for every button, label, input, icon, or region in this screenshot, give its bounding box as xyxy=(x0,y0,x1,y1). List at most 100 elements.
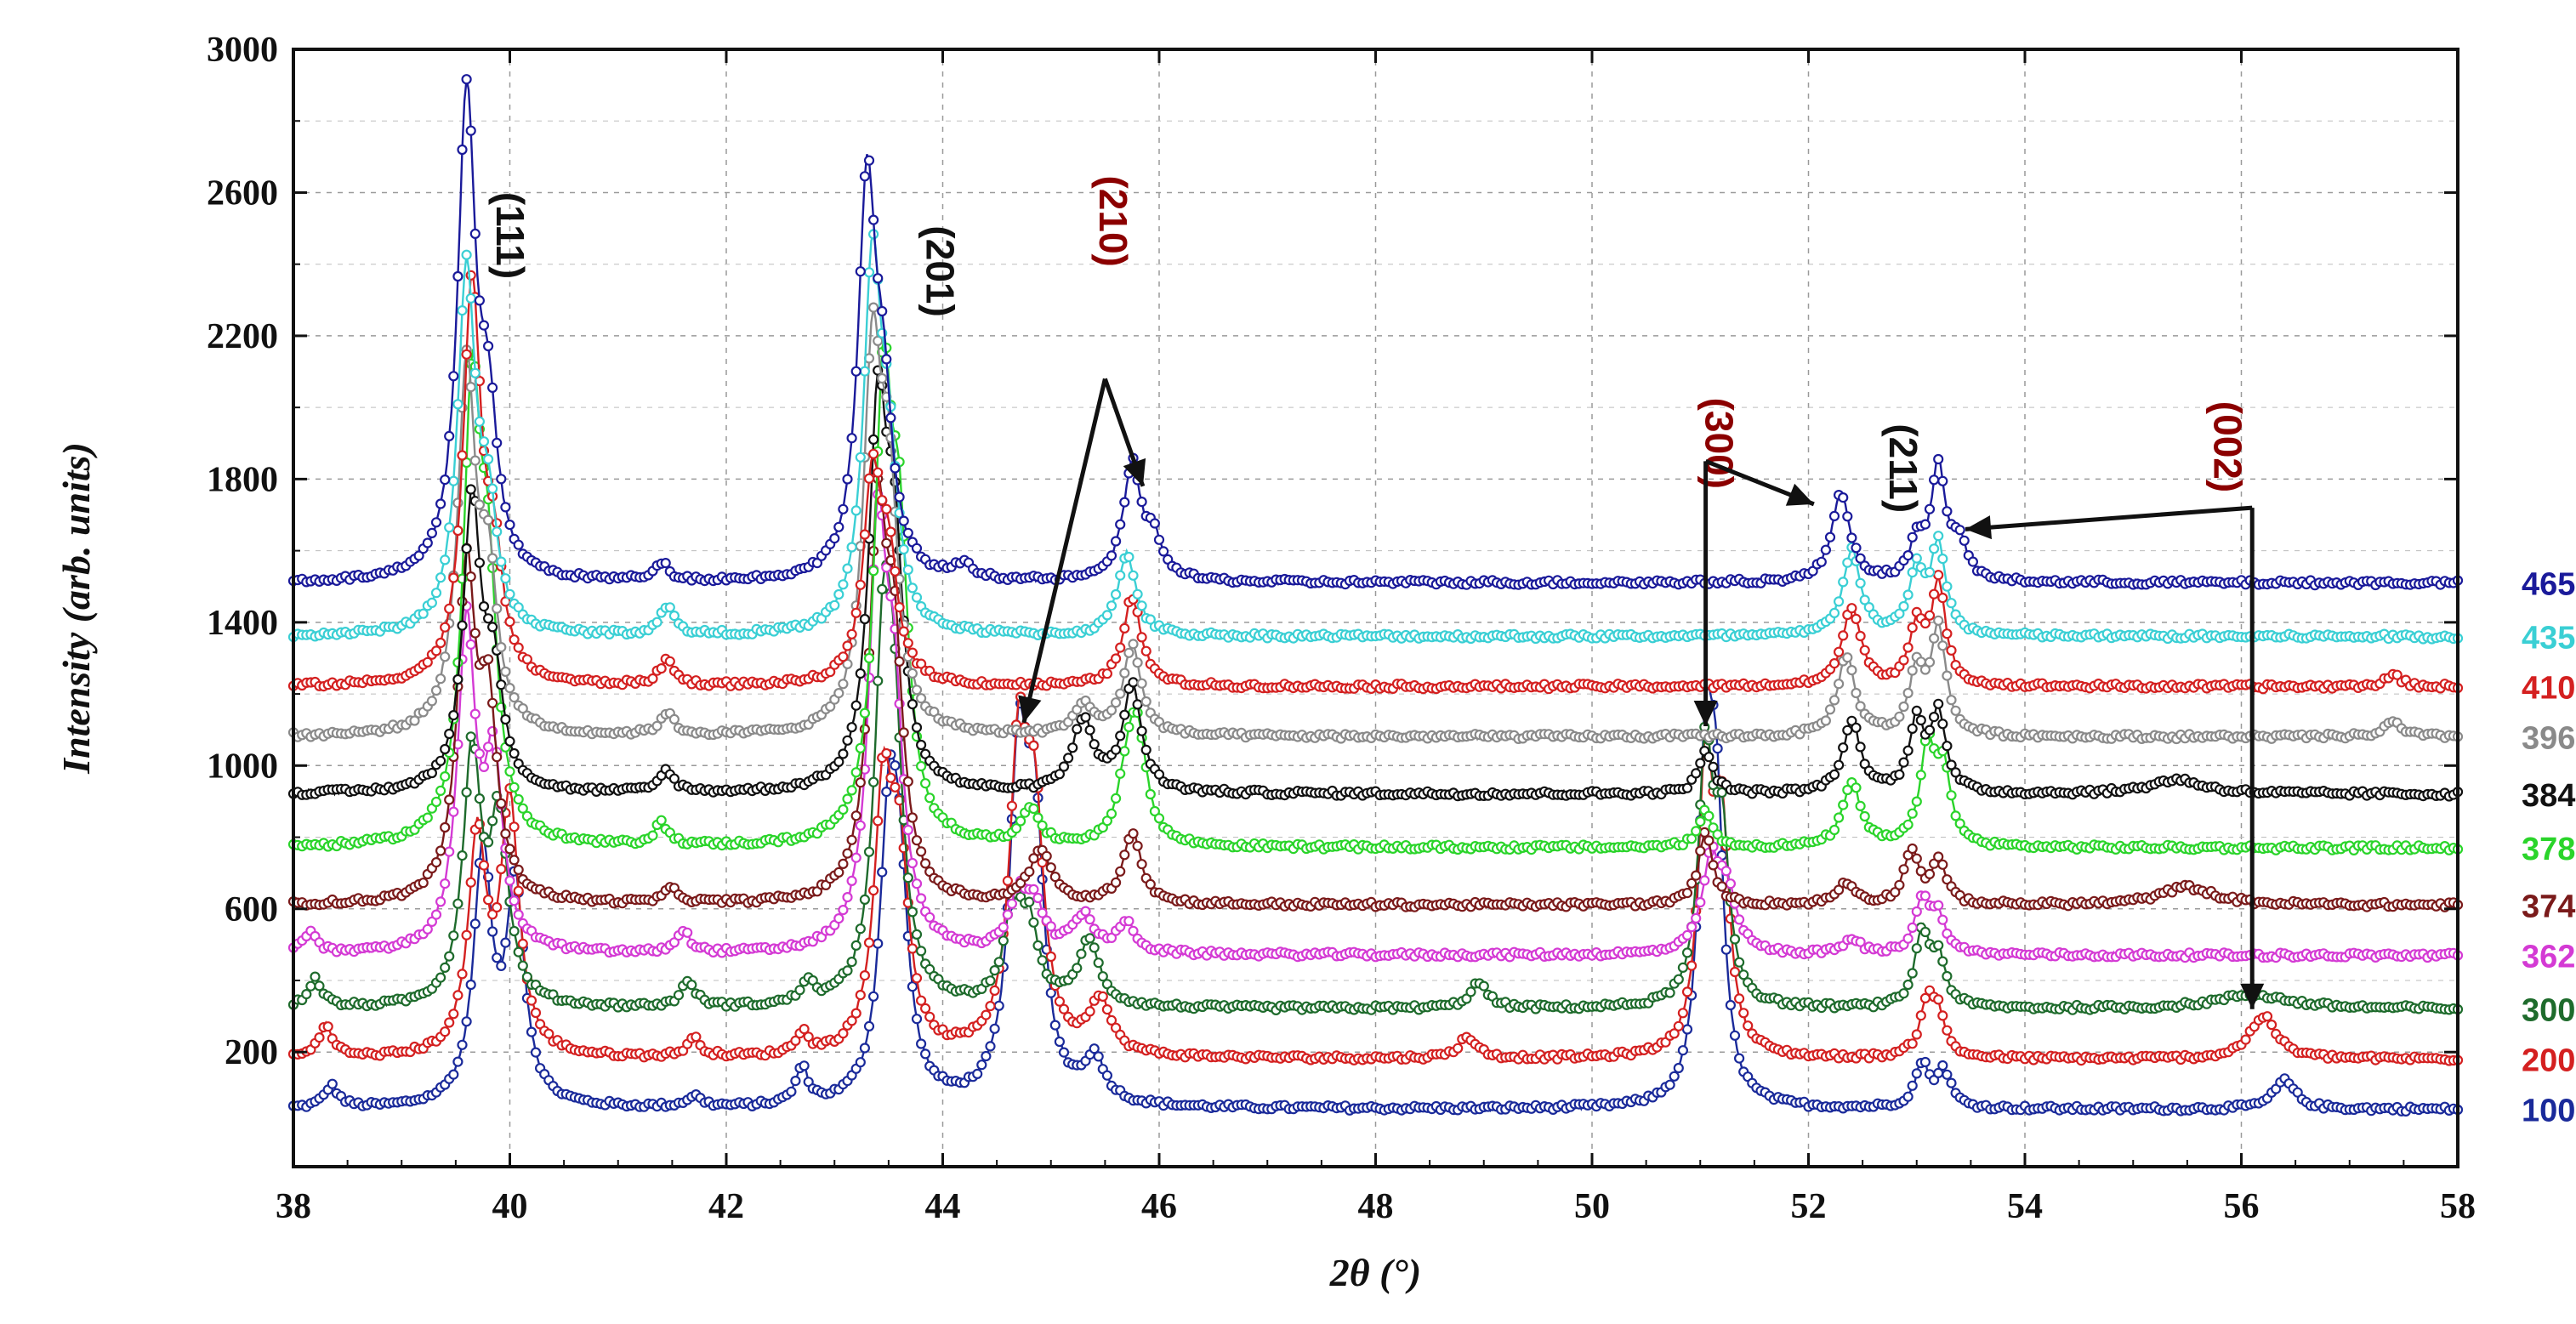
series-marker-396 xyxy=(1824,704,1836,715)
series-marker-378 xyxy=(1834,812,1845,823)
series-marker-435 xyxy=(1123,551,1134,563)
series-marker-362 xyxy=(513,909,524,920)
series-marker-396 xyxy=(1902,687,1914,699)
series-marker-200 xyxy=(448,1009,459,1020)
series-marker-410 xyxy=(1929,588,1940,599)
series-marker-300 xyxy=(1465,986,1476,997)
series-marker-410 xyxy=(1924,610,1936,621)
series-marker-410 xyxy=(907,647,918,658)
series-marker-374 xyxy=(1716,881,1727,892)
series-marker-200 xyxy=(482,895,494,906)
series-marker-384 xyxy=(1691,768,1702,779)
series-marker-374 xyxy=(504,844,515,855)
series-marker-362 xyxy=(838,904,849,916)
series-marker-378 xyxy=(656,815,667,826)
series-marker-374 xyxy=(1045,862,1056,873)
series-marker-300 xyxy=(314,980,325,992)
series-marker-374 xyxy=(1699,827,1710,838)
series-marker-300 xyxy=(863,846,875,857)
series-marker-410 xyxy=(1946,645,1957,656)
series-marker-435 xyxy=(859,366,871,377)
series-marker-378 xyxy=(859,707,871,719)
series-marker-396 xyxy=(911,685,923,696)
series-marker-100 xyxy=(867,991,879,1002)
series-marker-200 xyxy=(1738,1008,1749,1019)
series-marker-435 xyxy=(1828,607,1840,619)
series-marker-100 xyxy=(1037,873,1048,885)
series-marker-374 xyxy=(435,845,446,856)
series-200 xyxy=(287,691,2464,1066)
series-marker-100 xyxy=(530,1047,542,1058)
series-marker-384 xyxy=(444,728,455,740)
series-marker-435 xyxy=(478,436,490,447)
series-marker-362 xyxy=(1006,898,1018,909)
series-marker-300 xyxy=(1673,974,1684,985)
series-marker-410 xyxy=(1942,628,1953,639)
series-marker-378 xyxy=(422,812,433,823)
series-marker-200 xyxy=(1743,1020,1754,1031)
series-marker-435 xyxy=(651,617,662,628)
series-marker-396 xyxy=(435,673,446,685)
series-marker-378 xyxy=(1028,803,1039,815)
series-marker-362 xyxy=(482,742,494,753)
series-marker-100 xyxy=(1093,1051,1104,1062)
series-marker-300 xyxy=(1898,988,1909,999)
series-marker-200 xyxy=(924,1011,935,1022)
series-marker-384 xyxy=(1911,705,1922,717)
series-marker-384 xyxy=(1067,742,1078,753)
series-marker-410 xyxy=(1110,653,1122,664)
series-marker-200 xyxy=(1729,966,1741,978)
series-marker-435 xyxy=(1101,610,1113,621)
series-marker-300 xyxy=(1911,943,1922,954)
series-marker-100 xyxy=(855,1057,866,1068)
series-marker-378 xyxy=(1115,768,1126,779)
series-marker-374 xyxy=(833,867,844,878)
series-marker-384 xyxy=(1937,719,1948,730)
series-marker-200 xyxy=(461,929,472,940)
series-marker-378 xyxy=(1828,824,1840,836)
series-marker-100 xyxy=(486,926,498,937)
series-marker-435 xyxy=(1132,588,1143,599)
series-marker-362 xyxy=(1911,906,1922,918)
series-marker-396 xyxy=(907,668,918,679)
series-marker-384 xyxy=(457,620,468,631)
series-marker-200 xyxy=(846,1015,857,1026)
series-marker-384 xyxy=(1140,744,1152,756)
series-marker-384 xyxy=(482,613,494,624)
series-marker-396 xyxy=(1119,668,1130,679)
series-marker-435 xyxy=(1128,570,1139,581)
series-marker-384 xyxy=(496,679,507,690)
series-marker-435 xyxy=(907,582,918,594)
series-marker-200 xyxy=(1084,1006,1095,1017)
series-marker-396 xyxy=(1123,647,1134,658)
series-marker-435 xyxy=(435,572,446,583)
series-marker-200 xyxy=(1937,1010,1948,1021)
series-marker-435 xyxy=(457,305,468,316)
series-marker-435 xyxy=(440,554,451,565)
series-marker-384 xyxy=(1842,725,1853,736)
series-marker-410 xyxy=(885,526,896,537)
series-marker-410 xyxy=(1115,642,1126,653)
series-marker-435 xyxy=(842,563,853,574)
series-marker-384 xyxy=(846,722,857,733)
series-marker-396 xyxy=(482,514,494,526)
series-marker-384 xyxy=(1902,745,1914,756)
series-marker-362 xyxy=(1691,912,1702,924)
series-marker-378 xyxy=(855,742,866,753)
series-marker-100 xyxy=(911,1014,923,1025)
series-marker-200 xyxy=(444,1017,455,1028)
series-marker-100 xyxy=(1725,999,1737,1011)
series-marker-384 xyxy=(867,434,879,446)
series-marker-300 xyxy=(1677,962,1689,974)
series-marker-374 xyxy=(1681,887,1693,899)
series-marker-384 xyxy=(1915,714,1926,726)
series-marker-435 xyxy=(496,556,507,567)
series-marker-300 xyxy=(509,925,520,937)
series-marker-200 xyxy=(1058,1003,1070,1014)
series-marker-378 xyxy=(1911,796,1922,807)
series-marker-374 xyxy=(1041,850,1052,861)
series-marker-374 xyxy=(842,848,853,859)
series-marker-300 xyxy=(907,906,918,918)
series-marker-300 xyxy=(1902,979,1914,991)
series-marker-362 xyxy=(504,875,515,886)
